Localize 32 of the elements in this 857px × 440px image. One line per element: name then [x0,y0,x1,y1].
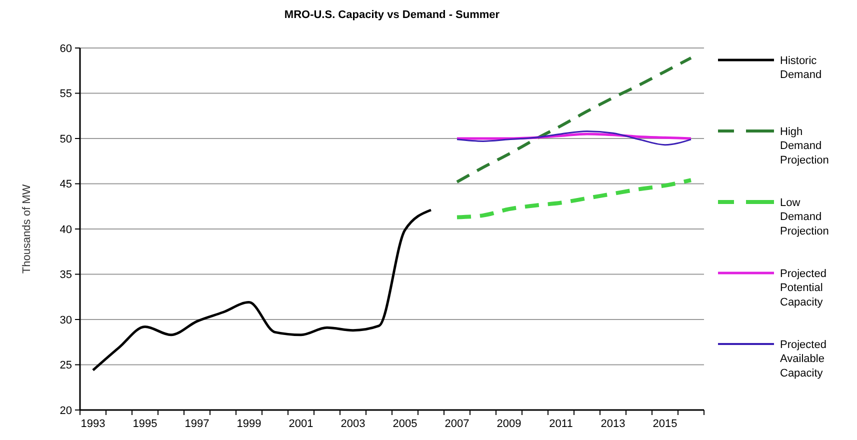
y-tick-label: 30 [60,314,72,326]
y-tick-label: 40 [60,224,72,236]
legend-label: Projected Available Capacity [780,338,826,380]
y-tick-label: 45 [60,178,72,191]
y-axis-title: Thousands of MW [21,184,33,274]
x-tick-label: 1995 [132,418,158,430]
x-tick-label: 1993 [80,418,106,430]
line-series [456,130,692,146]
line-series [92,208,432,372]
legend-label: Low Demand Projection [780,196,829,238]
y-tick-label: 25 [60,360,72,372]
x-tick-label: 1997 [184,418,210,430]
x-tick-label: 2015 [652,418,678,430]
y-tick-label: 35 [60,269,72,282]
y-tick-label: 50 [60,133,72,146]
y-tick-label: 55 [60,88,72,100]
x-tick-label: 2013 [600,418,626,430]
line-series [455,178,693,220]
legend-label: Historic Demand [780,54,822,82]
line-series [456,56,692,184]
legend-label: High Demand Projection [780,126,829,166]
x-tick-label: 2007 [444,418,470,430]
y-tick-label: 60 [60,42,72,55]
y-tick-label: 20 [60,404,72,417]
x-tick-label: 2001 [288,418,314,430]
x-tick-label: 1999 [236,418,262,430]
x-tick-label: 2011 [549,418,573,430]
x-tick-label: 2009 [496,418,522,430]
legend-label: Projected Potential Capacity [780,268,826,308]
x-tick-label: 2003 [340,418,366,430]
chart-title: MRO-U.S. Capacity vs Demand - Summer [284,9,500,21]
x-tick-label: 2005 [392,418,418,430]
